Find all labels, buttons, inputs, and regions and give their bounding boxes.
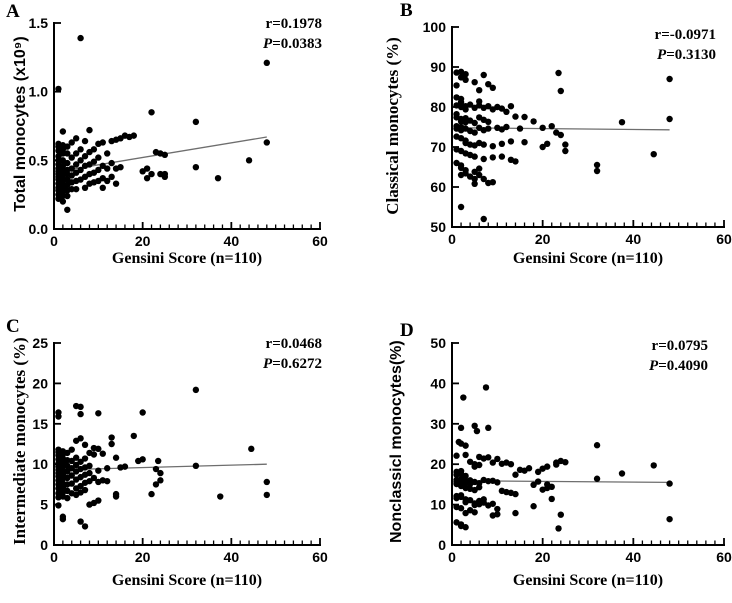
svg-text:40: 40 bbox=[224, 233, 240, 249]
x-axis-label-b: Gensini Score (n=110) bbox=[512, 250, 664, 267]
svg-text:40: 40 bbox=[626, 549, 642, 565]
correlation-r-d: r=0.0795 bbox=[651, 338, 708, 354]
p-number-d: =0.4090 bbox=[658, 358, 708, 374]
panel-a: 0 20 40 60 0.0 0.5 1.0 1.5 A Total monocytes (x… bbox=[0, 0, 366, 300]
p-number-c: =0.6272 bbox=[272, 356, 322, 372]
svg-text:60: 60 bbox=[312, 549, 328, 565]
x-axis-label-c: Gensini Score (n=110) bbox=[111, 572, 263, 589]
svg-text:5: 5 bbox=[40, 497, 48, 513]
scatter-plot-c: 0 20 40 60 0 5 10 15 20 25 bbox=[32, 335, 328, 565]
y-axis-label-a: Total monocytes (x10⁹) bbox=[12, 36, 29, 212]
panel-letter-c: C bbox=[6, 316, 20, 337]
svg-text:20: 20 bbox=[135, 549, 151, 565]
stats-annotation-b: r=-0.0971 P=0.3130 bbox=[655, 25, 716, 65]
svg-text:0: 0 bbox=[50, 233, 58, 249]
panel-b: 0 20 40 60 50 60 70 80 90 100 B Classical monocyt… bbox=[366, 0, 732, 300]
svg-text:0.5: 0.5 bbox=[29, 152, 49, 168]
svg-text:0: 0 bbox=[448, 549, 456, 565]
correlation-r-c: r=0.0468 bbox=[265, 336, 322, 352]
p-number-a: =0.0383 bbox=[272, 36, 322, 52]
scatter-points bbox=[55, 34, 270, 213]
panel-letter-d: D bbox=[400, 320, 414, 341]
trend-line bbox=[461, 127, 670, 131]
panel-letter-b: B bbox=[400, 0, 413, 21]
svg-text:25: 25 bbox=[32, 335, 48, 351]
stats-annotation-c: r=0.0468 P=0.6272 bbox=[263, 334, 322, 374]
svg-text:50: 50 bbox=[430, 335, 446, 351]
scatter-points bbox=[453, 384, 673, 532]
scatter-points bbox=[55, 386, 270, 530]
x-axis-label-a: Gensini Score (n=110) bbox=[111, 250, 263, 267]
svg-text:50: 50 bbox=[430, 219, 446, 235]
p-number-b: =0.3130 bbox=[666, 47, 716, 63]
panel-letter-a: A bbox=[6, 1, 20, 22]
svg-text:90: 90 bbox=[430, 59, 446, 75]
p-value-a: P=0.0383 bbox=[263, 34, 322, 54]
trend-line bbox=[58, 463, 267, 471]
svg-text:70: 70 bbox=[430, 139, 446, 155]
stats-annotation-d: r=0.0795 P=0.4090 bbox=[649, 336, 708, 376]
svg-text:60: 60 bbox=[716, 231, 732, 247]
svg-text:30: 30 bbox=[430, 416, 446, 432]
svg-text:0: 0 bbox=[50, 549, 58, 565]
svg-text:20: 20 bbox=[535, 549, 551, 565]
svg-text:1.5: 1.5 bbox=[29, 15, 49, 31]
scatter-plot-a: 0 20 40 60 0.0 0.5 1.0 1.5 bbox=[29, 15, 328, 249]
y-axis-label-b: Classical monocytes (%) bbox=[383, 37, 402, 215]
p-symbol-a: P bbox=[263, 36, 273, 52]
svg-text:60: 60 bbox=[430, 179, 446, 195]
svg-text:40: 40 bbox=[430, 375, 446, 391]
svg-text:10: 10 bbox=[32, 456, 48, 472]
svg-text:100: 100 bbox=[423, 19, 447, 35]
panel-d: 0 20 40 60 0 10 20 30 40 50 D Nonclassicl monocyt… bbox=[366, 300, 732, 603]
svg-text:0: 0 bbox=[40, 537, 48, 553]
scatter-points bbox=[453, 68, 673, 223]
x-axis-label-d: Gensini Score (n=110) bbox=[512, 572, 664, 589]
svg-text:0: 0 bbox=[448, 231, 456, 247]
p-value-b: P=0.3130 bbox=[655, 45, 716, 65]
stats-annotation-a: r=0.1978 P=0.0383 bbox=[263, 14, 322, 54]
scatter-plot-d: 0 20 40 60 0 10 20 30 40 50 bbox=[430, 335, 732, 565]
panel-c: 0 20 40 60 0 5 10 15 20 25 C Intermediate monocyt… bbox=[0, 300, 366, 603]
svg-text:40: 40 bbox=[224, 549, 240, 565]
correlation-r-a: r=0.1978 bbox=[265, 16, 322, 32]
scatter-plot-b: 0 20 40 60 50 60 70 80 90 100 bbox=[423, 19, 732, 247]
svg-text:0.0: 0.0 bbox=[29, 221, 49, 237]
y-axis-label-d: Nonclassicl monocytes(%) bbox=[388, 340, 405, 543]
p-symbol-c: P bbox=[263, 356, 273, 372]
correlation-r-b: r=-0.0971 bbox=[654, 27, 716, 43]
svg-text:20: 20 bbox=[135, 233, 151, 249]
svg-text:20: 20 bbox=[32, 375, 48, 391]
svg-text:20: 20 bbox=[430, 456, 446, 472]
p-symbol-b: P bbox=[657, 47, 667, 63]
svg-text:40: 40 bbox=[626, 231, 642, 247]
svg-text:80: 80 bbox=[430, 99, 446, 115]
p-symbol-d: P bbox=[649, 358, 659, 374]
y-axis-label-c: Intermediate monocytes (%) bbox=[10, 337, 29, 545]
svg-text:0: 0 bbox=[438, 537, 446, 553]
svg-text:1.0: 1.0 bbox=[29, 84, 49, 100]
svg-text:60: 60 bbox=[312, 233, 328, 249]
svg-text:60: 60 bbox=[716, 549, 732, 565]
svg-text:15: 15 bbox=[32, 416, 48, 432]
p-value-d: P=0.4090 bbox=[649, 356, 708, 376]
svg-text:20: 20 bbox=[535, 231, 551, 247]
svg-text:10: 10 bbox=[430, 497, 446, 513]
p-value-c: P=0.6272 bbox=[263, 354, 322, 374]
